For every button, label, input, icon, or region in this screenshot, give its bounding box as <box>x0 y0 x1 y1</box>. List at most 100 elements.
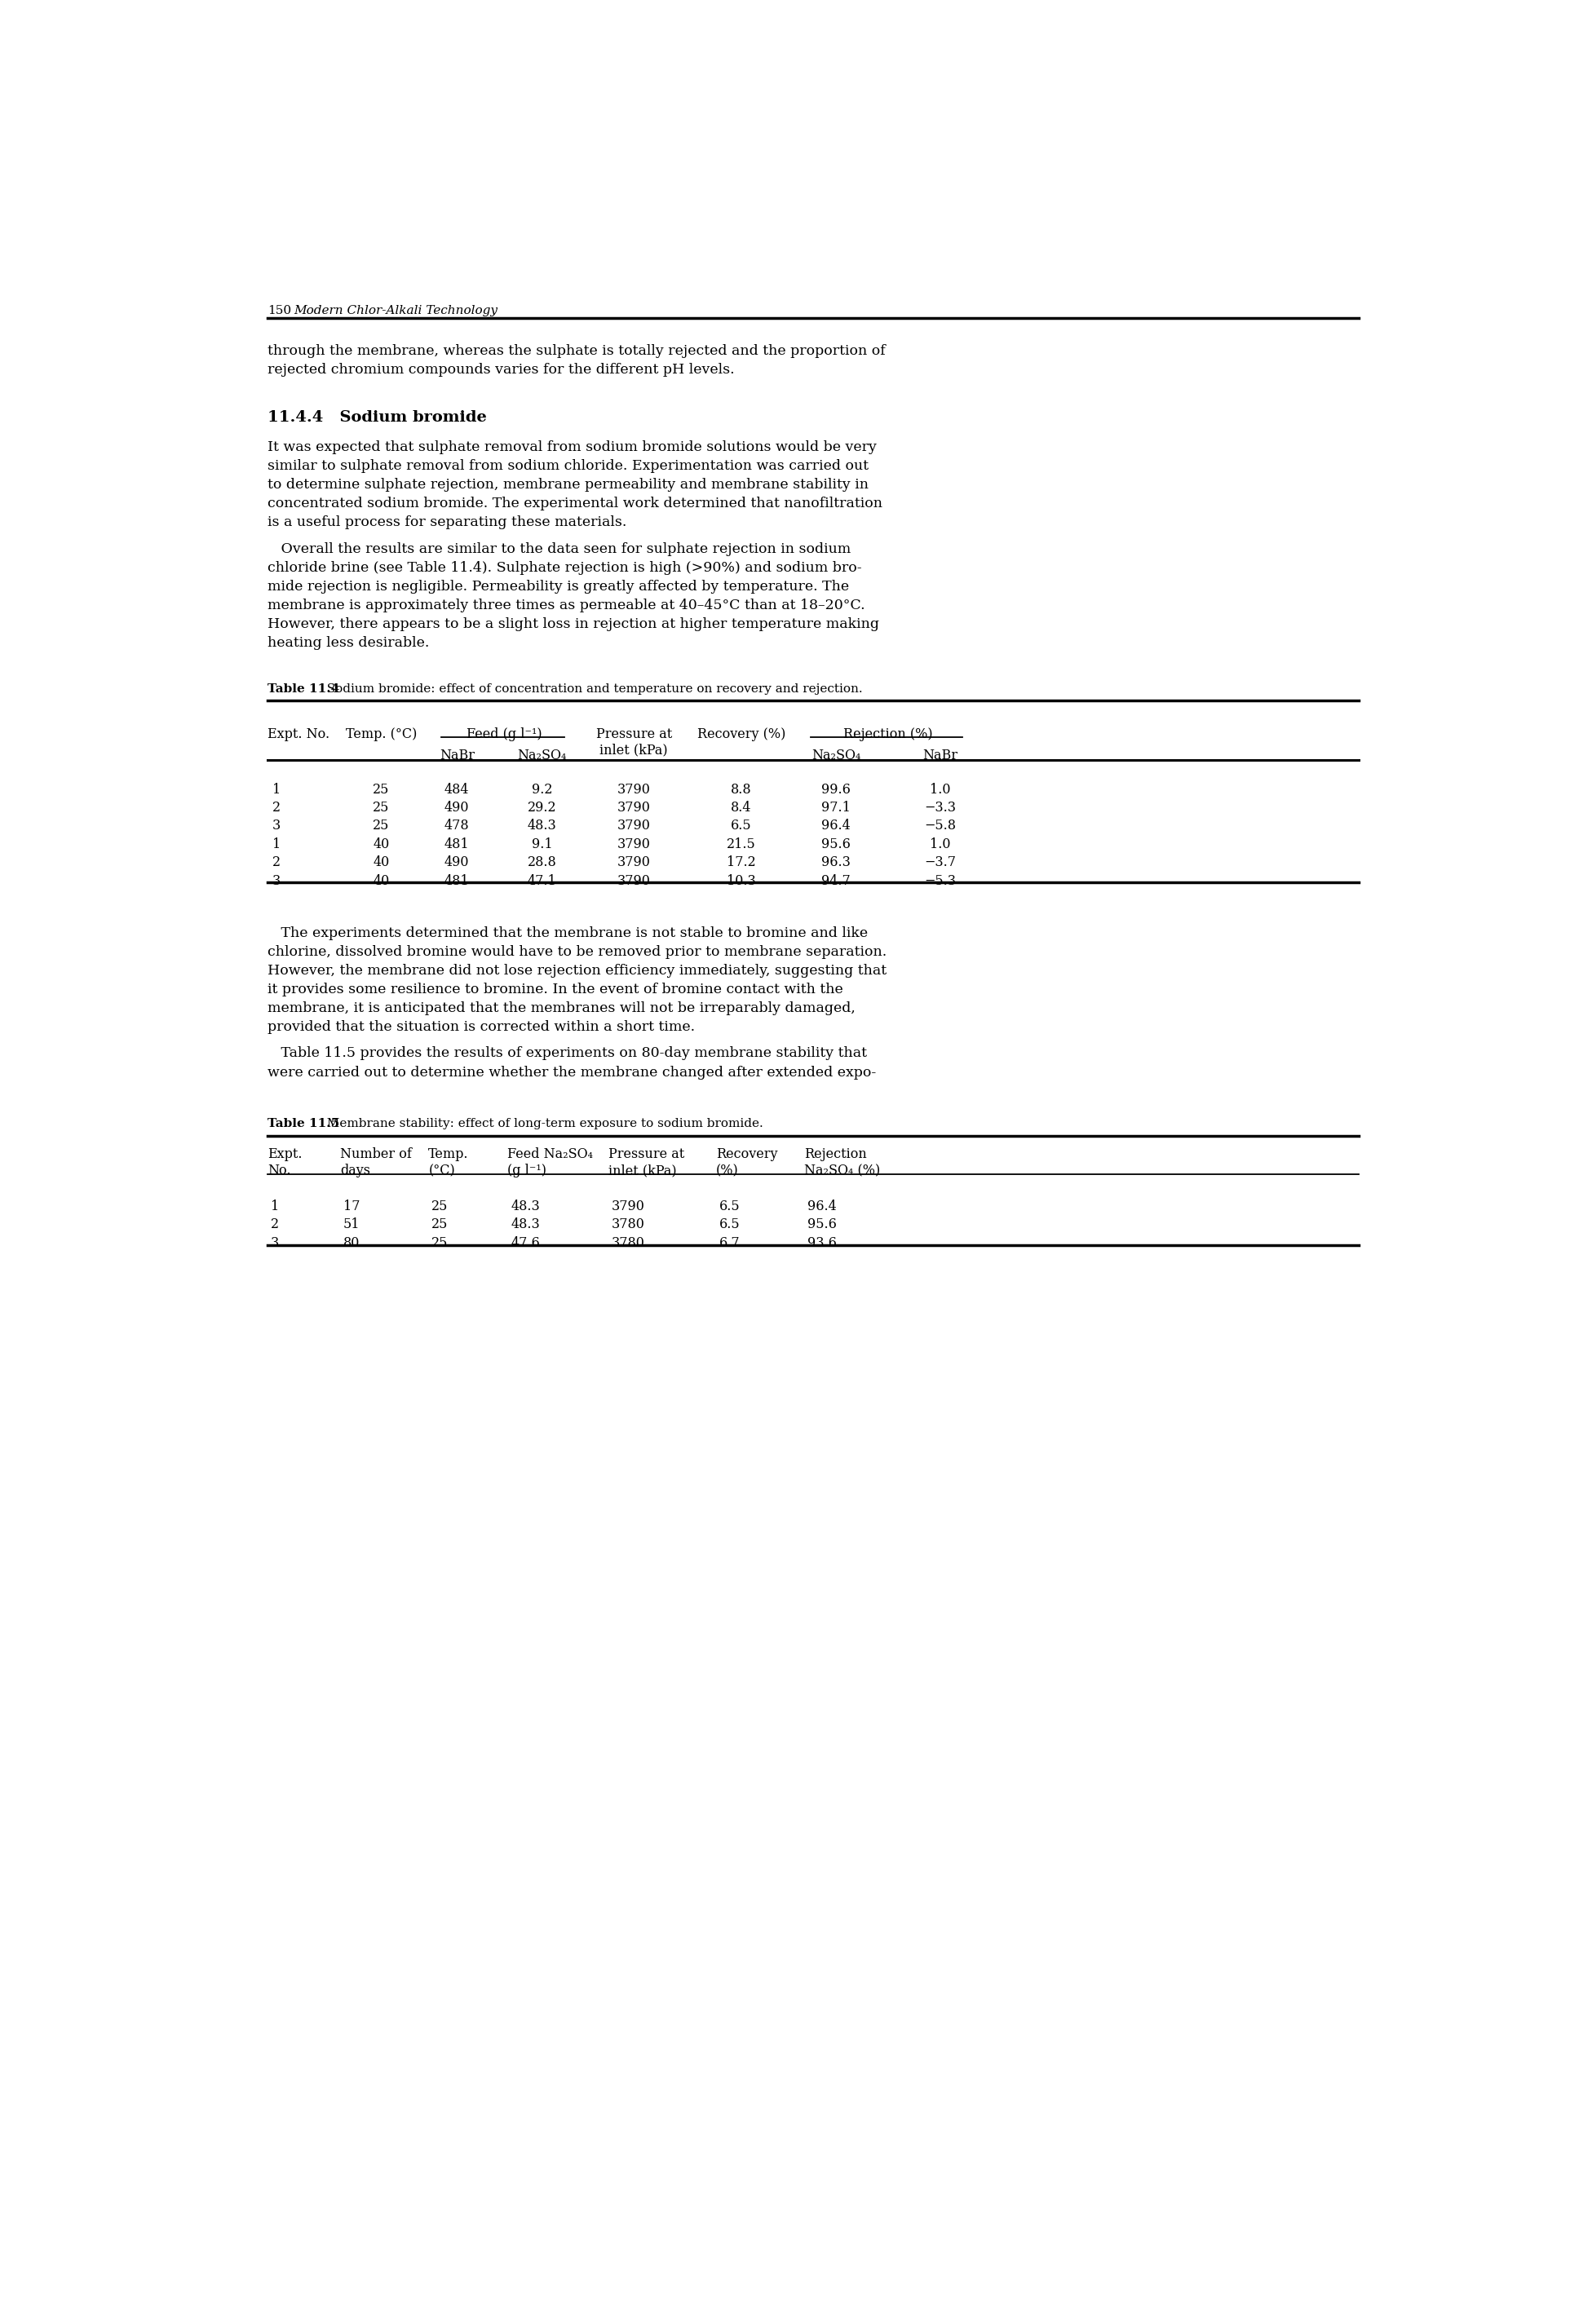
Text: Table 11.4: Table 11.4 <box>267 683 339 695</box>
Text: 2: 2 <box>272 802 280 816</box>
Text: −5.8: −5.8 <box>925 818 957 832</box>
Text: concentrated sodium bromide. The experimental work determined that nanofiltratio: concentrated sodium bromide. The experim… <box>267 497 882 511</box>
Text: 11.4.4   Sodium bromide: 11.4.4 Sodium bromide <box>267 409 487 425</box>
Text: (%): (%) <box>716 1164 739 1178</box>
Text: were carried out to determine whether the membrane changed after extended expo-: were carried out to determine whether th… <box>267 1064 876 1078</box>
Text: mide rejection is negligible. Permeability is greatly affected by temperature. T: mide rejection is negligible. Permeabili… <box>267 579 849 593</box>
Text: Table 11.5: Table 11.5 <box>267 1118 339 1129</box>
Text: Temp.: Temp. <box>428 1148 468 1162</box>
Text: 25: 25 <box>373 783 390 797</box>
Text: Expt. No.: Expt. No. <box>267 727 330 741</box>
Text: 3780: 3780 <box>611 1236 645 1250</box>
Text: chloride brine (see Table 11.4). Sulphate rejection is high (>90%) and sodium br: chloride brine (see Table 11.4). Sulphat… <box>267 560 861 574</box>
Text: 28.8: 28.8 <box>527 855 557 869</box>
Text: 3: 3 <box>272 818 280 832</box>
Text: Modern Chlor-Alkali Technology: Modern Chlor-Alkali Technology <box>295 304 498 316</box>
Text: Rejection (%): Rejection (%) <box>844 727 933 741</box>
Text: chlorine, dissolved bromine would have to be removed prior to membrane separatio: chlorine, dissolved bromine would have t… <box>267 946 887 960</box>
Text: 17: 17 <box>344 1199 360 1213</box>
Text: it provides some resilience to bromine. In the event of bromine contact with the: it provides some resilience to bromine. … <box>267 983 842 997</box>
Text: to determine sulphate rejection, membrane permeability and membrane stability in: to determine sulphate rejection, membran… <box>267 479 868 493</box>
Text: similar to sulphate removal from sodium chloride. Experimentation was carried ou: similar to sulphate removal from sodium … <box>267 460 868 474</box>
Text: 96.3: 96.3 <box>821 855 850 869</box>
Text: 96.4: 96.4 <box>807 1199 837 1213</box>
Text: 40: 40 <box>373 855 390 869</box>
Text: −3.3: −3.3 <box>925 802 957 816</box>
Text: 1: 1 <box>272 837 280 851</box>
Text: 51: 51 <box>344 1218 360 1232</box>
Text: 29.2: 29.2 <box>527 802 557 816</box>
Text: 490: 490 <box>444 855 470 869</box>
Text: 6.7: 6.7 <box>720 1236 740 1250</box>
Text: 1: 1 <box>271 1199 279 1213</box>
Text: 3790: 3790 <box>618 837 651 851</box>
Text: 3: 3 <box>271 1236 279 1250</box>
Text: NaBr: NaBr <box>439 748 474 762</box>
Text: 3780: 3780 <box>611 1218 645 1232</box>
Text: Table 11.5 provides the results of experiments on 80-day membrane stability that: Table 11.5 provides the results of exper… <box>267 1046 866 1060</box>
Text: 484: 484 <box>444 783 470 797</box>
Text: 3790: 3790 <box>611 1199 645 1213</box>
Text: Temp. (°C): Temp. (°C) <box>345 727 417 741</box>
Text: Na₂SO₄: Na₂SO₄ <box>812 748 861 762</box>
Text: membrane, it is anticipated that the membranes will not be irreparably damaged,: membrane, it is anticipated that the mem… <box>267 1002 855 1016</box>
Text: 94.7: 94.7 <box>821 874 850 888</box>
Text: Membrane stability: effect of long-term exposure to sodium bromide.: Membrane stability: effect of long-term … <box>318 1118 764 1129</box>
Text: It was expected that sulphate removal from sodium bromide solutions would be ver: It was expected that sulphate removal fr… <box>267 439 876 453</box>
Text: 10.3: 10.3 <box>726 874 756 888</box>
Text: 490: 490 <box>444 802 470 816</box>
Text: 8.4: 8.4 <box>731 802 751 816</box>
Text: 481: 481 <box>444 874 470 888</box>
Text: However, there appears to be a slight loss in rejection at higher temperature ma: However, there appears to be a slight lo… <box>267 618 879 632</box>
Text: inlet (kPa): inlet (kPa) <box>600 744 669 758</box>
Text: 17.2: 17.2 <box>726 855 756 869</box>
Text: 80: 80 <box>344 1236 360 1250</box>
Text: 25: 25 <box>373 802 390 816</box>
Text: 48.3: 48.3 <box>511 1199 540 1213</box>
Text: 25: 25 <box>373 818 390 832</box>
Text: 21.5: 21.5 <box>726 837 756 851</box>
Text: 478: 478 <box>444 818 470 832</box>
Text: 3790: 3790 <box>618 783 651 797</box>
Text: 25: 25 <box>431 1218 449 1232</box>
Text: 6.5: 6.5 <box>720 1218 740 1232</box>
Text: Overall the results are similar to the data seen for sulphate rejection in sodiu: Overall the results are similar to the d… <box>267 541 850 555</box>
Text: 1: 1 <box>272 783 280 797</box>
Text: 481: 481 <box>444 837 470 851</box>
Text: Rejection: Rejection <box>804 1148 868 1162</box>
Text: NaBr: NaBr <box>923 748 958 762</box>
Text: 48.3: 48.3 <box>527 818 557 832</box>
Text: Number of: Number of <box>341 1148 412 1162</box>
Text: (°C): (°C) <box>428 1164 455 1178</box>
Text: 95.6: 95.6 <box>821 837 850 851</box>
Text: 1.0: 1.0 <box>930 783 950 797</box>
Text: 25: 25 <box>431 1199 449 1213</box>
Text: 9.2: 9.2 <box>532 783 552 797</box>
Text: 3790: 3790 <box>618 874 651 888</box>
Text: 47.1: 47.1 <box>527 874 557 888</box>
Text: Sodium bromide: effect of concentration and temperature on recovery and rejectio: Sodium bromide: effect of concentration … <box>318 683 863 695</box>
Text: 3790: 3790 <box>618 855 651 869</box>
Text: Pressure at: Pressure at <box>608 1148 685 1162</box>
Text: 150: 150 <box>267 304 291 316</box>
Text: 93.6: 93.6 <box>807 1236 837 1250</box>
Text: −3.7: −3.7 <box>925 855 957 869</box>
Text: The experiments determined that the membrane is not stable to bromine and like: The experiments determined that the memb… <box>267 925 868 939</box>
Text: (g l⁻¹): (g l⁻¹) <box>508 1164 546 1178</box>
Text: −5.3: −5.3 <box>925 874 957 888</box>
Text: 3790: 3790 <box>618 818 651 832</box>
Text: 25: 25 <box>431 1236 449 1250</box>
Text: Feed (g l⁻¹): Feed (g l⁻¹) <box>466 727 541 741</box>
Text: Feed Na₂SO₄: Feed Na₂SO₄ <box>508 1148 594 1162</box>
Text: 2: 2 <box>272 855 280 869</box>
Text: However, the membrane did not lose rejection efficiency immediately, suggesting : However, the membrane did not lose rejec… <box>267 964 887 978</box>
Text: 1.0: 1.0 <box>930 837 950 851</box>
Text: 40: 40 <box>373 837 390 851</box>
Text: is a useful process for separating these materials.: is a useful process for separating these… <box>267 516 626 530</box>
Text: Recovery: Recovery <box>716 1148 777 1162</box>
Text: Na₂SO₄: Na₂SO₄ <box>517 748 567 762</box>
Text: days: days <box>341 1164 369 1178</box>
Text: 9.1: 9.1 <box>532 837 552 851</box>
Text: Na₂SO₄ (%): Na₂SO₄ (%) <box>804 1164 880 1178</box>
Text: 48.3: 48.3 <box>511 1218 540 1232</box>
